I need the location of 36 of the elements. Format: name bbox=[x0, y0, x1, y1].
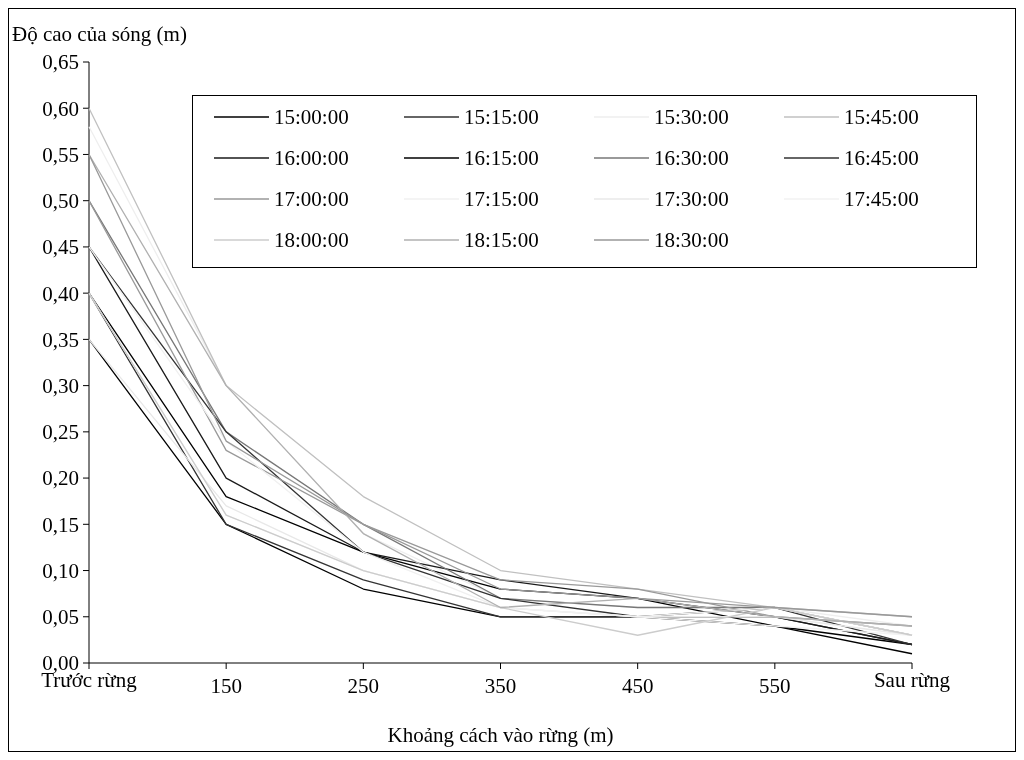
y-tick-label: 0,60 bbox=[42, 96, 79, 121]
y-tick-label: 0,15 bbox=[42, 512, 79, 537]
x-tick-label: 350 bbox=[484, 674, 517, 698]
legend-label: 16:15:00 bbox=[464, 146, 539, 171]
legend-label: 16:45:00 bbox=[844, 146, 919, 171]
y-tick-label: 0,10 bbox=[42, 558, 79, 583]
legend-label: 15:15:00 bbox=[464, 105, 539, 130]
legend-label: 18:15:00 bbox=[464, 228, 539, 253]
x-axis-title: Khoảng cách vào rừng (m) bbox=[387, 723, 614, 747]
x-tick-label: 450 bbox=[621, 674, 654, 698]
legend-label: 18:00:00 bbox=[274, 228, 349, 253]
legend-label: 18:30:00 bbox=[654, 228, 729, 253]
legend-label: 15:30:00 bbox=[654, 105, 729, 130]
y-tick-label: 0,30 bbox=[42, 373, 79, 398]
legend-label: 17:15:00 bbox=[464, 187, 539, 212]
x-tick-label: 150 bbox=[210, 674, 242, 698]
legend-label: 15:45:00 bbox=[844, 105, 919, 130]
legend-label: 17:00:00 bbox=[274, 187, 349, 212]
legend-label: 17:30:00 bbox=[654, 187, 729, 212]
legend-label: 16:30:00 bbox=[654, 146, 729, 171]
y-tick-label: 0,40 bbox=[42, 281, 79, 306]
y-tick-label: 0,35 bbox=[42, 327, 79, 352]
y-tick-label: 0,50 bbox=[42, 189, 79, 214]
x-tick-label: 250 bbox=[347, 674, 380, 698]
x-tick-label: 550 bbox=[759, 674, 791, 698]
y-tick-label: 0,05 bbox=[42, 605, 79, 630]
y-tick-label: 0,55 bbox=[42, 142, 79, 167]
y-tick-label: 0,65 bbox=[42, 50, 79, 75]
legend-label: 16:00:00 bbox=[274, 146, 349, 171]
y-tick-label: 0,45 bbox=[42, 235, 79, 260]
x-tick-label: Sau rừng bbox=[873, 668, 951, 692]
y-tick-label: 0,25 bbox=[42, 420, 79, 445]
y-tick-label: 0,20 bbox=[42, 466, 79, 491]
y-axis-title: Độ cao của sóng (m) bbox=[12, 22, 187, 46]
legend-label: 17:45:00 bbox=[844, 187, 919, 212]
legend-label: 15:00:00 bbox=[274, 105, 349, 130]
